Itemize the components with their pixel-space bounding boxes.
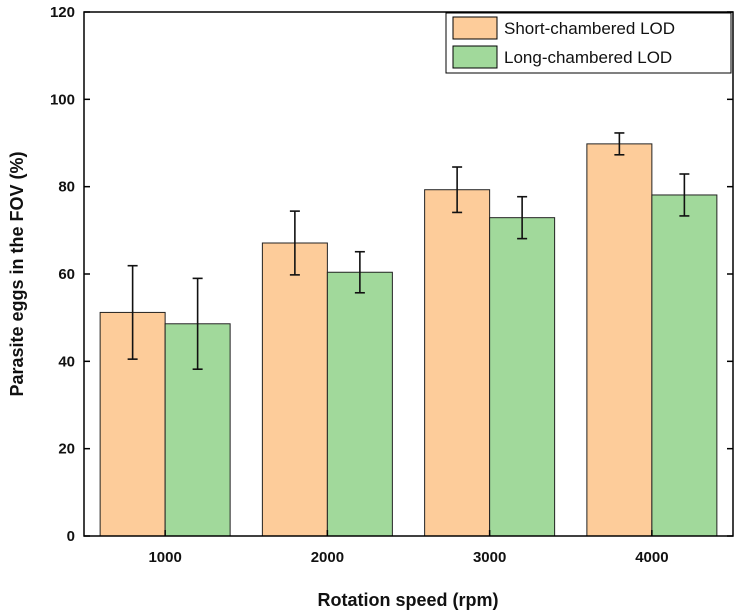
- x-tick-label: 4000: [635, 549, 668, 566]
- legend-label-short: Short-chambered LOD: [504, 19, 675, 38]
- y-axis-title: Parasite eggs in the FOV (%): [7, 151, 27, 396]
- x-tick-label: 3000: [473, 549, 506, 566]
- error-bars-layer: [127, 132, 690, 370]
- y-tick-label: 80: [58, 179, 75, 196]
- legend-swatch-long: [452, 45, 498, 69]
- bars-layer: [99, 143, 718, 537]
- x-axis-title: Rotation speed (rpm): [317, 590, 498, 610]
- bar-long-3000: [489, 217, 556, 537]
- y-tick-label: 20: [58, 441, 75, 458]
- legend-label-long: Long-chambered LOD: [504, 48, 672, 67]
- legend-swatch-short: [452, 16, 498, 40]
- bar-short-3000: [424, 189, 491, 537]
- x-tick-label: 1000: [148, 549, 181, 566]
- y-axis: 0 20 40 60 80 100 120: [50, 4, 733, 545]
- x-tick-label: 2000: [311, 549, 344, 566]
- bar-long-2000: [326, 271, 393, 537]
- bar-short-4000: [586, 143, 653, 537]
- y-tick-label: 60: [58, 266, 75, 283]
- bar-long-4000: [651, 194, 718, 537]
- y-tick-label: 0: [67, 528, 75, 545]
- x-axis: 1000 2000 3000 4000: [148, 530, 669, 566]
- y-tick-label: 120: [50, 4, 75, 21]
- legend: Short-chambered LOD Long-chambered LOD: [445, 12, 732, 74]
- y-tick-label: 40: [58, 353, 75, 370]
- bar-short-2000: [261, 242, 328, 537]
- y-tick-label: 100: [50, 91, 75, 108]
